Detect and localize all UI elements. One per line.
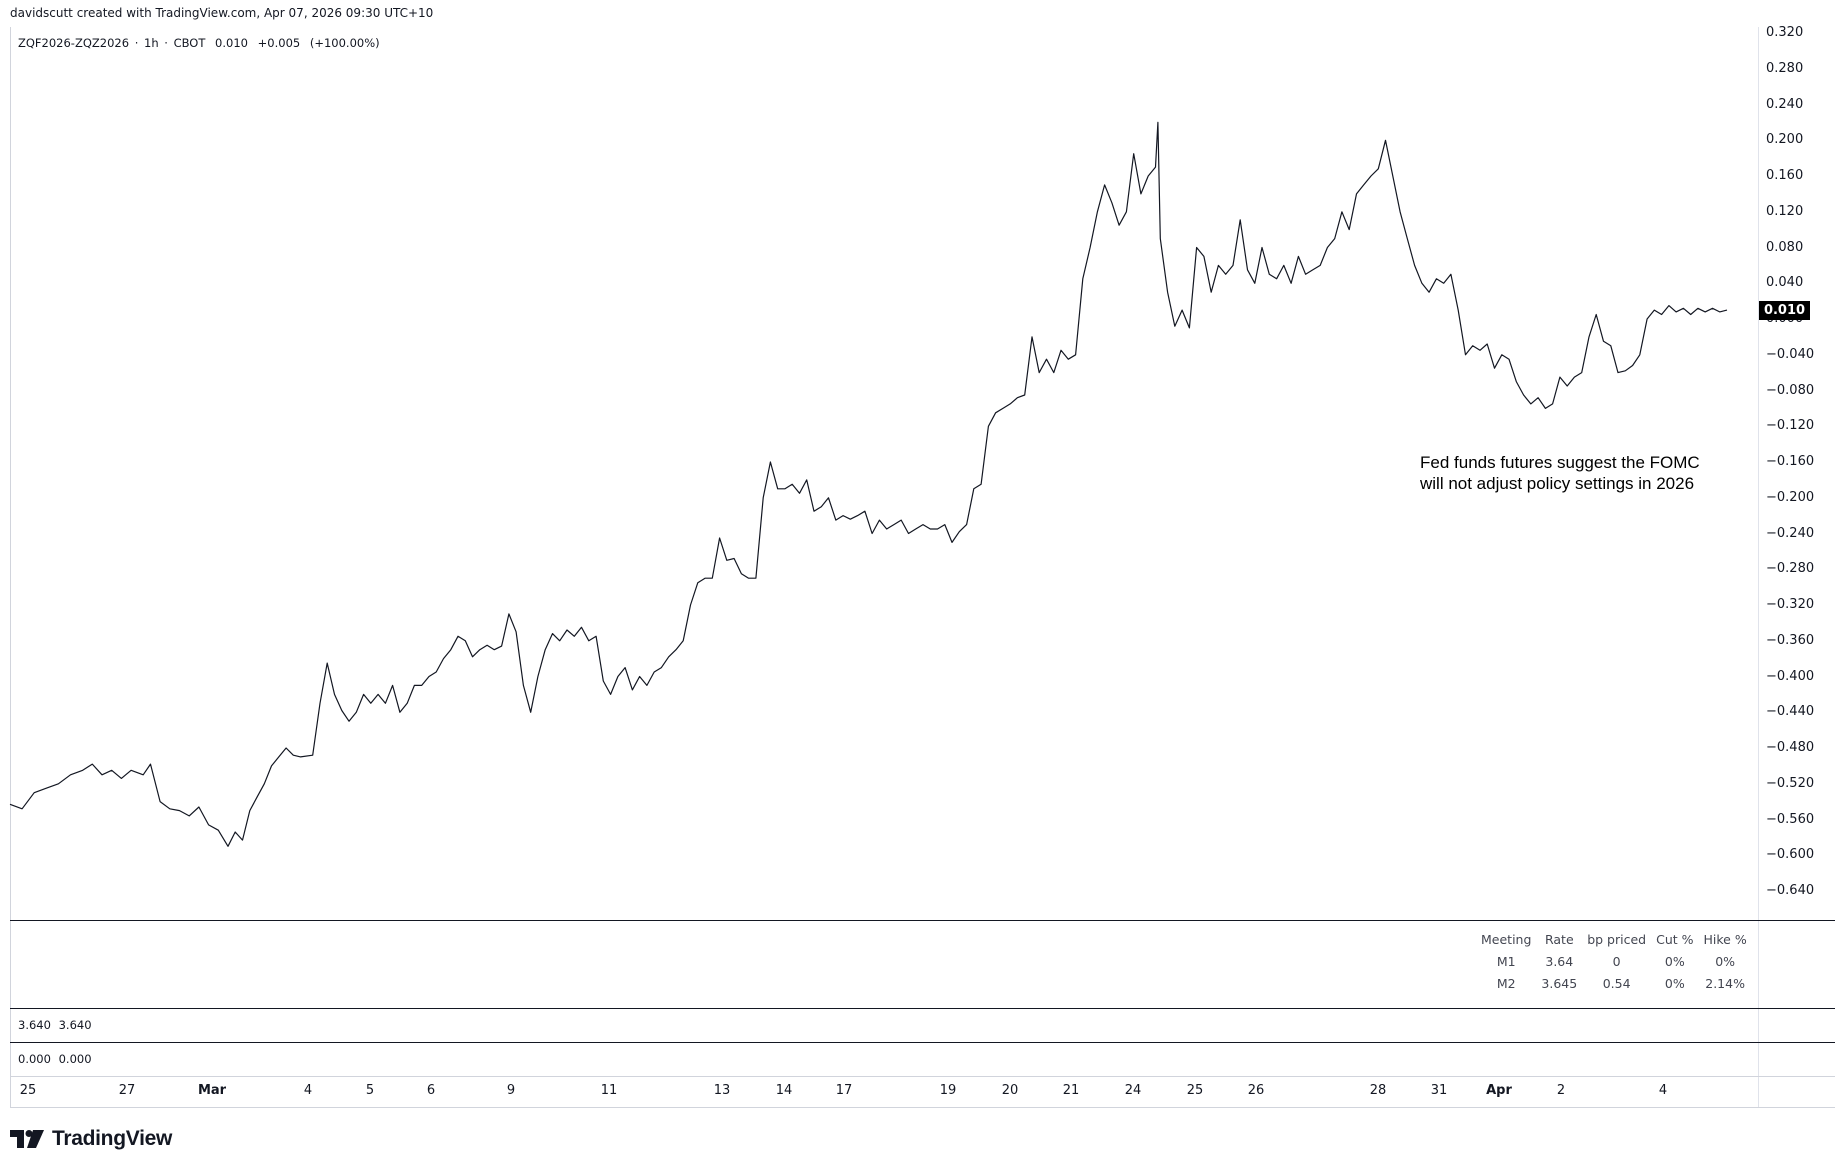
chart-frame <box>10 27 1835 1108</box>
pane-divider[interactable] <box>10 1042 1835 1043</box>
y-tick-label: 0.160 <box>1766 168 1804 183</box>
table-cell: 2.14% <box>1705 976 1745 991</box>
y-tick-label: −0.520 <box>1766 775 1815 791</box>
x-tick-label: 2 <box>1556 1083 1566 1098</box>
table-row: M2 3.645 0.54 0% 2.14% <box>1476 974 1752 996</box>
table-cell: 0% <box>1664 976 1685 991</box>
symbol-exchange: CBOT <box>173 36 206 50</box>
table-row: M1 3.64 0 0% 0% <box>1476 952 1752 974</box>
table-header: Hike % <box>1703 932 1747 947</box>
x-tick-label: Apr <box>1486 1083 1512 1098</box>
table-header: bp priced <box>1587 932 1647 947</box>
table-cell: 0 <box>1612 954 1621 969</box>
table-header: Cut % <box>1656 932 1694 947</box>
x-tick-label: 21 <box>1062 1083 1080 1098</box>
symbol-name: ZQF2026-ZQZ2026 <box>18 36 130 50</box>
table-header: Rate <box>1544 932 1574 947</box>
table-cell: 0% <box>1664 954 1685 969</box>
x-tick-label: 26 <box>1247 1083 1265 1098</box>
symbol-interval: 1h <box>144 36 159 50</box>
time-axis-divider <box>10 1076 1835 1077</box>
y-tick-label: −0.360 <box>1766 632 1815 648</box>
price-change-pct: (+100.00%) <box>309 36 380 50</box>
x-tick-label: 9 <box>506 1083 516 1098</box>
y-tick-label: −0.560 <box>1766 811 1815 827</box>
x-tick-label: 5 <box>365 1083 375 1098</box>
x-tick-label: 28 <box>1369 1083 1387 1098</box>
table-cell: 3.64 <box>1545 954 1574 969</box>
pane-3-legend: 0.000 0.000 <box>18 1052 92 1066</box>
table-cell: M1 <box>1496 954 1516 969</box>
annotation-line-1: Fed funds futures suggest the FOMC <box>1420 453 1700 472</box>
pane-3-value: 0.000 <box>18 1052 51 1066</box>
table-header: Meeting <box>1481 932 1532 947</box>
y-tick-label: −0.120 <box>1766 418 1815 434</box>
x-tick-label: 24 <box>1124 1083 1142 1098</box>
table-cell: 0% <box>1715 954 1736 969</box>
x-tick-label: 25 <box>19 1083 37 1098</box>
x-tick-label: 6 <box>426 1083 436 1098</box>
y-tick-label: −0.040 <box>1766 346 1815 362</box>
y-tick-label: 0.040 <box>1766 275 1804 291</box>
y-tick-label: −0.600 <box>1766 847 1815 863</box>
last-price-tag: 0.010 <box>1759 301 1810 320</box>
created-by-header: davidscutt created with TradingView.com,… <box>10 6 434 20</box>
y-tick-label: −0.400 <box>1766 668 1815 684</box>
symbol-legend[interactable]: ZQF2026-ZQZ2026 · 1h · CBOT 0.010 +0.005… <box>18 36 382 50</box>
table-cell: 3.645 <box>1541 976 1578 991</box>
pane-2-legend: 3.640 3.640 <box>18 1018 92 1032</box>
y-tick-label: −0.440 <box>1766 704 1815 720</box>
y-tick-label: −0.240 <box>1766 525 1815 541</box>
tradingview-logo-icon <box>10 1130 44 1148</box>
y-tick-label: 0.080 <box>1766 239 1804 255</box>
table-cell: 0.54 <box>1602 976 1631 991</box>
x-tick-label: 19 <box>939 1083 957 1098</box>
x-tick-label: 11 <box>600 1083 618 1098</box>
chart-annotation: Fed funds futures suggest the FOMC will … <box>1420 452 1700 494</box>
series-line <box>9 121 1728 847</box>
price-axis-separator <box>1758 27 1759 1107</box>
x-tick-label: 27 <box>118 1083 136 1098</box>
y-tick-label: 0.240 <box>1766 96 1804 112</box>
annotation-line-2: will not adjust policy settings in 2026 <box>1420 474 1695 493</box>
pane-2-value: 3.640 <box>58 1018 92 1032</box>
legend-separator: · <box>134 36 139 50</box>
tradingview-logo[interactable]: TradingView <box>10 1127 172 1151</box>
y-tick-label: −0.320 <box>1766 597 1815 612</box>
brand-name: TradingView <box>52 1127 173 1150</box>
y-tick-label: 0.120 <box>1766 203 1804 219</box>
pane-divider[interactable] <box>10 1008 1835 1009</box>
table-header-row: Meeting Rate bp priced Cut % Hike % <box>1476 930 1752 952</box>
x-tick-label: 25 <box>1186 1083 1204 1098</box>
x-tick-label: Mar <box>197 1083 227 1098</box>
x-tick-label: 14 <box>775 1083 793 1098</box>
x-tick-label: 17 <box>835 1083 853 1098</box>
fomc-probability-table: Meeting Rate bp priced Cut % Hike % M1 3… <box>1476 930 1752 996</box>
pane-divider[interactable] <box>10 920 1835 921</box>
y-tick-label: 0.320 <box>1766 25 1804 40</box>
y-tick-label: −0.080 <box>1766 382 1815 398</box>
y-tick-label: −0.480 <box>1766 740 1815 755</box>
y-tick-label: −0.160 <box>1766 454 1815 469</box>
last-price: 0.010 <box>215 36 248 50</box>
x-tick-label: 20 <box>1001 1083 1019 1098</box>
y-tick-label: 0.280 <box>1766 60 1804 76</box>
x-tick-label: 4 <box>1658 1083 1668 1098</box>
y-tick-label: 0.200 <box>1766 132 1804 148</box>
y-tick-label: −0.640 <box>1766 883 1815 898</box>
legend-separator: · <box>164 36 168 50</box>
price-change: +0.005 <box>257 36 301 50</box>
table-cell: M2 <box>1496 976 1516 991</box>
x-tick-label: 31 <box>1430 1083 1448 1098</box>
x-tick-label: 4 <box>303 1083 313 1098</box>
pane-2-value: 3.640 <box>18 1018 51 1032</box>
pane-3-value: 0.000 <box>58 1052 92 1066</box>
y-tick-label: −0.280 <box>1766 561 1815 577</box>
x-tick-label: 13 <box>713 1083 731 1098</box>
y-tick-label: −0.200 <box>1766 489 1815 505</box>
